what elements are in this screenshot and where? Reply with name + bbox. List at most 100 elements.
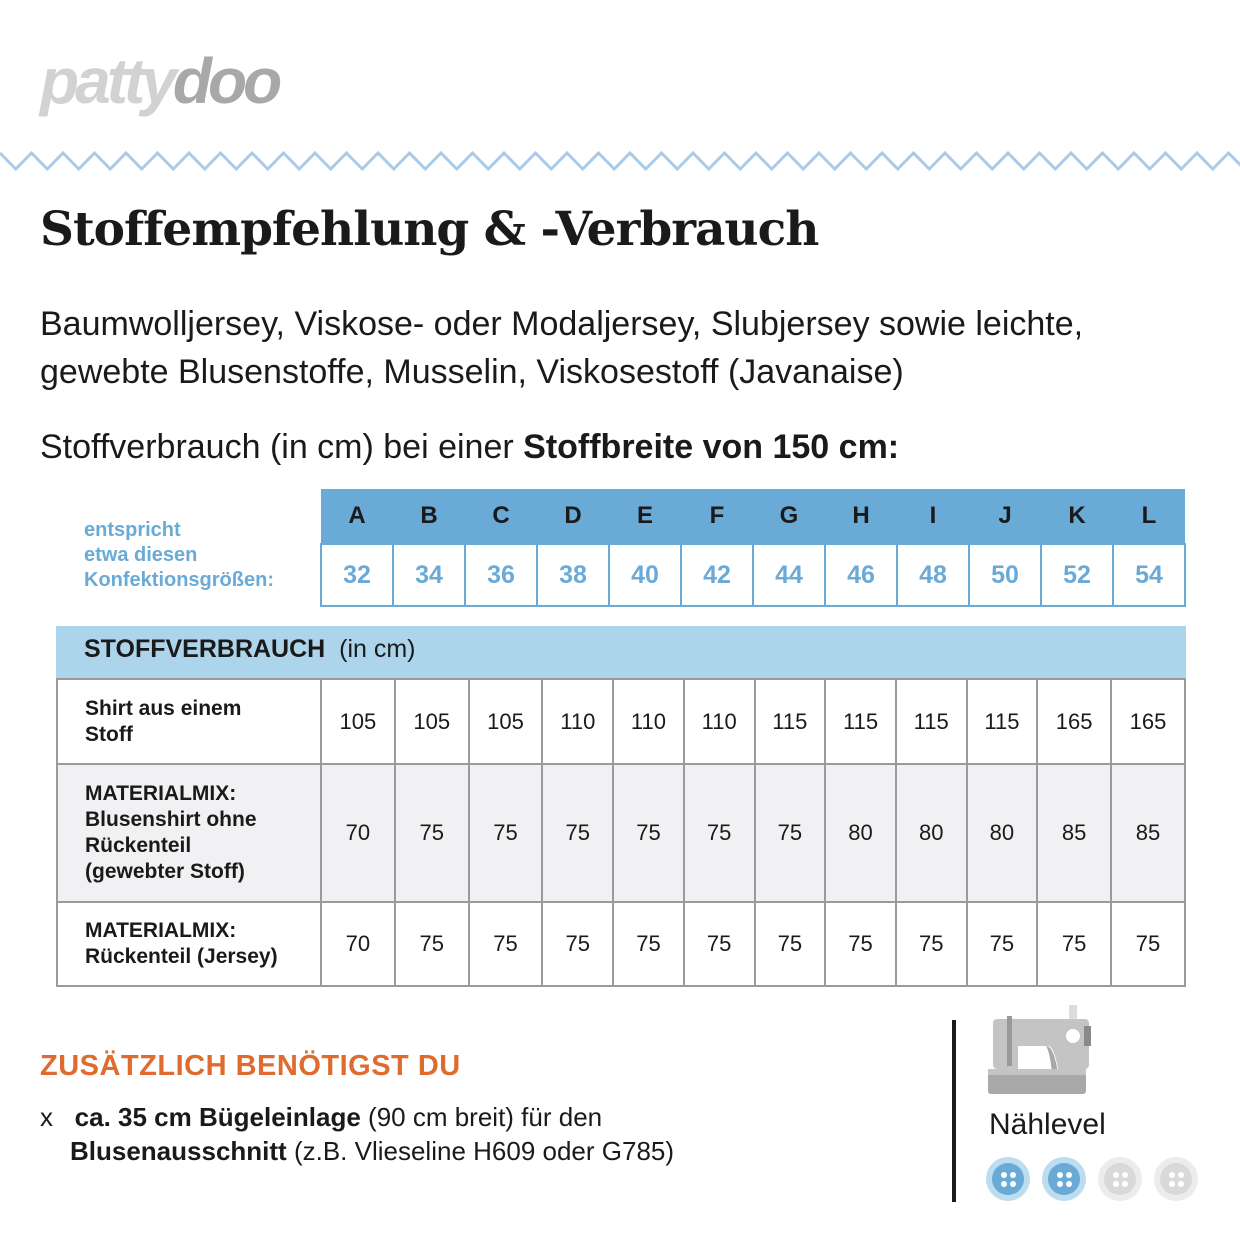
bullet: x [40, 1102, 53, 1132]
size-number: 38 [536, 543, 610, 607]
row-label: Shirt aus einem Stoff [56, 678, 322, 765]
usage-cell: 85 [1036, 763, 1113, 903]
usage-cell: 80 [894, 763, 968, 903]
usage-cell: 70 [320, 901, 396, 987]
size-letter: A [321, 489, 393, 544]
usage-cell: 75 [612, 901, 685, 987]
size-number: 44 [752, 543, 826, 607]
page-title: Stoffempfehlung & -Verbrauch [40, 202, 819, 257]
size-number: 50 [968, 543, 1042, 607]
level-button-icon [986, 1157, 1030, 1201]
usage-cell: 75 [682, 901, 756, 987]
row-label: MATERIALMIX: Blusenshirt ohne Rückenteil (g… [56, 763, 322, 903]
size-label: entspricht etwa diesen Konfektionsgrößen… [84, 518, 274, 593]
usage-cell: 75 [393, 901, 470, 987]
row-label-line: Shirt aus einem [85, 696, 242, 720]
size-letter: B [393, 489, 465, 544]
size-number: 40 [608, 543, 682, 607]
sewing-machine-icon [988, 1005, 1091, 1094]
size-label-line: Konfektionsgrößen: [84, 569, 274, 591]
table-row: MATERIALMIX: Blusenshirt ohne Rückenteil (g… [56, 763, 1186, 903]
size-label-line: entspricht [84, 519, 181, 541]
usage-cell: 75 [753, 901, 827, 987]
usage-heading: Stoffverbrauch (in cm) bei einer Stoffbr… [40, 428, 899, 467]
row-label-line: Rückenteil (Jersey) [85, 945, 278, 968]
size-letter: H [825, 489, 897, 544]
usage-cell: 105 [467, 678, 544, 765]
usage-cell: 75 [467, 763, 544, 903]
row-label-line: MATERIALMIX: [85, 782, 237, 805]
usage-cell: 70 [320, 763, 396, 903]
usage-cell: 75 [824, 901, 897, 987]
size-letter: K [1041, 489, 1113, 544]
size-letter: G [753, 489, 825, 544]
size-letter: E [609, 489, 681, 544]
logo-part2: doo [172, 45, 282, 117]
usage-cell: 75 [393, 763, 470, 903]
row-label: MATERIALMIX: Rückenteil (Jersey) [56, 901, 322, 987]
usage-cell: 80 [824, 763, 897, 903]
level-button-icon [1154, 1157, 1198, 1201]
usage-cell: 105 [320, 678, 396, 765]
usage-cell: 75 [965, 901, 1039, 987]
size-letter: L [1113, 489, 1185, 544]
usage-cell: 105 [393, 678, 470, 765]
usage-cell: 75 [894, 901, 968, 987]
usage-cell: 75 [1110, 901, 1186, 987]
usage-cell: 110 [682, 678, 756, 765]
size-letter: F [681, 489, 753, 544]
section-unit: (in cm) [339, 635, 416, 663]
usage-cell: 75 [612, 763, 685, 903]
extra-bold1: ca. 35 cm Bügeleinlage [74, 1102, 361, 1132]
size-number: 32 [320, 543, 394, 607]
table-row: MATERIALMIX: Rückenteil (Jersey) 70 75 75 75 7… [56, 901, 1186, 987]
size-letter: I [897, 489, 969, 544]
size-letter: D [537, 489, 609, 544]
table-row: Shirt aus einem Stoff 105 105 105 110 110 110 11… [56, 678, 1186, 765]
extra-bold2: Blusenausschnitt [70, 1136, 287, 1166]
usage-prefix: Stoffverbrauch (in cm) bei einer [40, 428, 524, 466]
usage-cell: 165 [1036, 678, 1113, 765]
zigzag-divider [0, 150, 1240, 172]
usage-cell: 75 [1036, 901, 1113, 987]
row-label-line: Blusenshirt ohne [85, 808, 257, 831]
level-button-icon [1042, 1157, 1086, 1201]
extra-text2: (z.B. Vlieseline H609 oder G785) [286, 1136, 675, 1166]
row-label-line: Stoff [85, 722, 133, 746]
size-number: 46 [824, 543, 898, 607]
usage-cell: 85 [1110, 763, 1186, 903]
sewing-level-label: Nählevel [989, 1108, 1106, 1141]
usage-cell: 115 [965, 678, 1039, 765]
extra-item: x ca. 35 cm Bügeleinlage (90 cm breit) f… [40, 1100, 674, 1168]
usage-bold: Stoffbreite von 150 cm: [523, 428, 900, 466]
size-label-line: etwa diesen [84, 544, 198, 566]
extra-text1: (90 cm breit) für den [360, 1102, 603, 1132]
row-label-line: Rückenteil [85, 834, 192, 857]
fabric-recommendation: Baumwolljersey, Viskose- oder Modaljerse… [40, 305, 1084, 391]
usage-cell: 110 [541, 678, 615, 765]
size-number: 54 [1112, 543, 1186, 607]
size-header-table: A B C D E F G H I J K L 32 34 36 38 40 42 44 46 48 50 52 54 [320, 489, 1186, 607]
usage-cell: 75 [753, 763, 827, 903]
usage-cell: 165 [1110, 678, 1186, 765]
fabric-usage-table: Shirt aus einem Stoff 105 105 105 110 110 110 11… [56, 678, 1186, 987]
size-number: 52 [1040, 543, 1114, 607]
usage-cell: 115 [753, 678, 827, 765]
size-number: 42 [680, 543, 754, 607]
logo-part1: patty [40, 45, 177, 117]
level-button-icon [1098, 1157, 1142, 1201]
usage-cell: 75 [541, 763, 615, 903]
usage-cell: 80 [965, 763, 1039, 903]
extra-title: ZUSÄTZLICH BENÖTIGST DU [40, 1050, 461, 1082]
usage-cell: 75 [682, 763, 756, 903]
divider [952, 1020, 956, 1202]
usage-cell: 75 [467, 901, 544, 987]
row-label-line: (gewebter Stoff) [85, 860, 245, 883]
row-label-line: MATERIALMIX: [85, 919, 237, 942]
size-number: 48 [896, 543, 970, 607]
size-number: 34 [392, 543, 466, 607]
usage-cell: 75 [541, 901, 615, 987]
usage-cell: 110 [612, 678, 685, 765]
size-letter: J [969, 489, 1041, 544]
section-header: STOFFVERBRAUCH (in cm) [56, 626, 1186, 678]
